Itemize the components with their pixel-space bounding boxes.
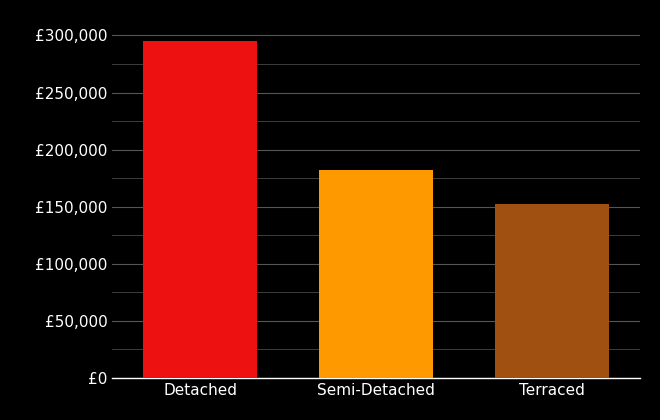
Bar <box>319 170 434 378</box>
Bar <box>495 205 609 378</box>
Bar <box>143 41 257 378</box>
